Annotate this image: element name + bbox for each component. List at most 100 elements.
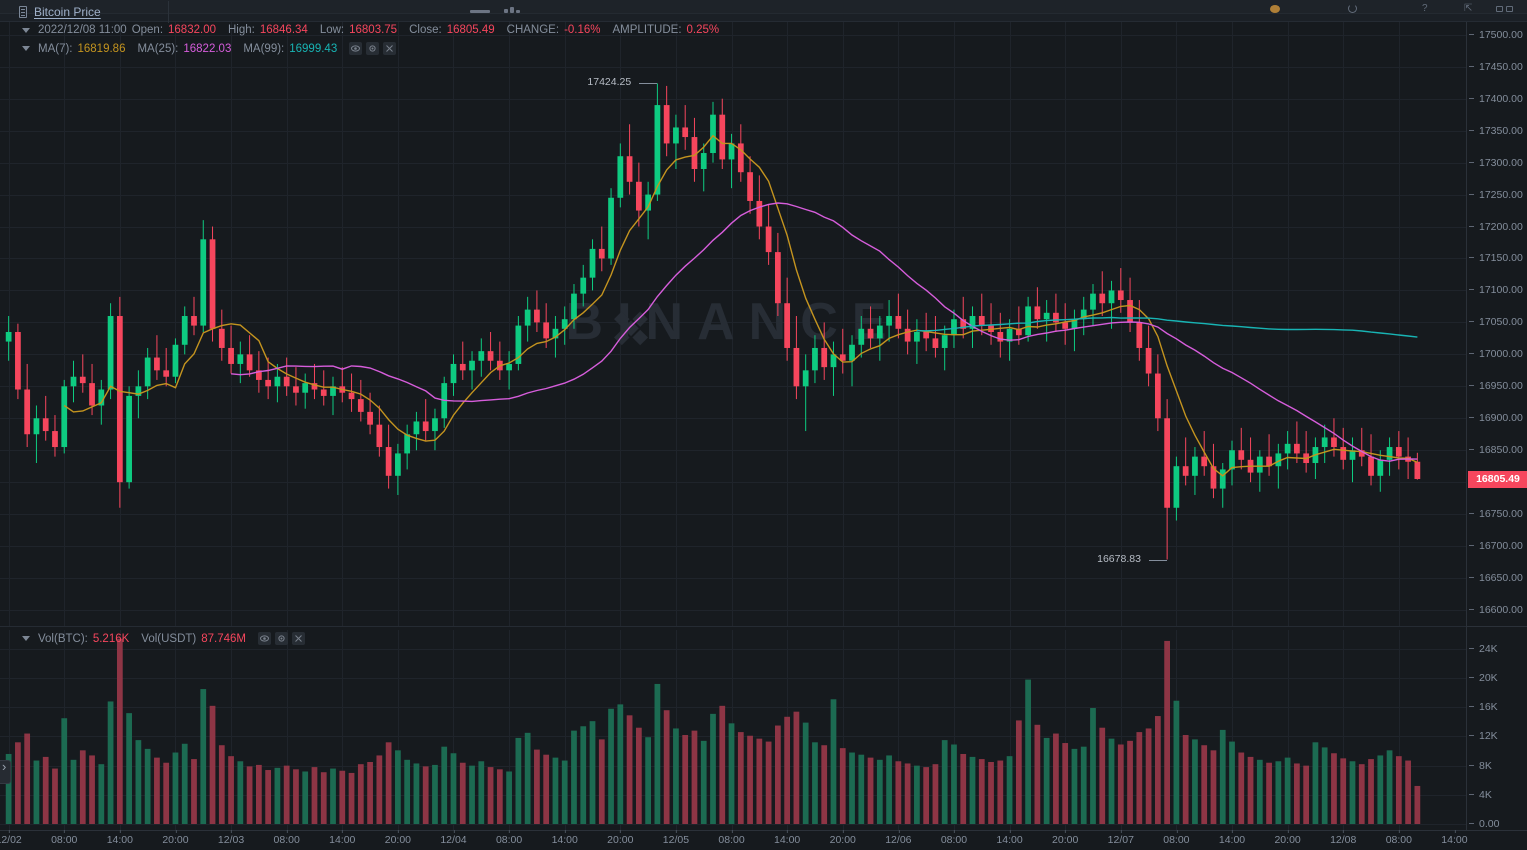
price-tick: 17450.00 [1467, 60, 1527, 74]
grid-line [1287, 22, 1289, 626]
grid-line [1343, 22, 1345, 626]
price-tick: 17050.00 [1467, 315, 1527, 329]
grid-line [342, 630, 344, 830]
grid-line [0, 354, 1466, 356]
time-tick: 20:00 [162, 830, 189, 846]
eye-icon[interactable] [258, 632, 272, 645]
grid-line [0, 194, 1466, 196]
low-label: Low: [319, 24, 345, 36]
grid-line [842, 630, 844, 830]
grid-line [0, 707, 1466, 709]
grid-line [286, 630, 288, 830]
pin-icon[interactable]: ⇱ [1464, 3, 1473, 14]
time-tick: 14:00 [1441, 830, 1468, 846]
volume-tick: 0.00 [1467, 817, 1527, 831]
grid-line [397, 22, 399, 626]
gear-icon[interactable] [366, 42, 380, 55]
close-icon[interactable] [383, 42, 397, 55]
time-tick: 08:00 [51, 830, 78, 846]
price-axis[interactable]: 17500.00 17450.00 17400.00 17350.00 17300.00… [1466, 22, 1527, 830]
price-tick: 16600.00 [1467, 603, 1527, 617]
grid-line [898, 630, 900, 830]
volume-chart-pane[interactable] [0, 630, 1466, 830]
help-icon[interactable]: ? [1422, 3, 1428, 14]
price-tick: 16750.00 [1467, 507, 1527, 521]
top-toolbar: ? ⇱ [0, 0, 1527, 14]
grid-line [0, 678, 1466, 680]
high-annotation: 17424.25 [587, 76, 632, 89]
grid-line [0, 98, 1466, 100]
time-axis[interactable]: 12/02 08:00 14:00 20:00 12/03 08:00 14:00 20:00… [0, 830, 1527, 850]
price-tick: 16650.00 [1467, 571, 1527, 585]
grid-line [1398, 630, 1400, 830]
price-chart-pane[interactable]: BINANCE [0, 22, 1466, 626]
time-tick: 14:00 [329, 830, 356, 846]
time-tick: 20:00 [829, 830, 856, 846]
axis-divider [1466, 626, 1527, 627]
grid-line [0, 824, 1466, 825]
grid-line [731, 22, 733, 626]
grid-line [1398, 22, 1400, 626]
time-tick: 14:00 [551, 830, 578, 846]
annotation-leader-line [1149, 559, 1168, 561]
grid-line [0, 450, 1466, 452]
collapse-caret-icon[interactable] [22, 46, 30, 51]
ma25-label: MA(25): [137, 42, 179, 55]
change-label: CHANGE: [506, 24, 560, 36]
time-tick: 12/06 [885, 830, 912, 846]
time-tick: 08:00 [1385, 830, 1412, 846]
price-tick: 17100.00 [1467, 283, 1527, 297]
grid-line [842, 22, 844, 626]
layout-icon[interactable] [504, 4, 520, 13]
time-tick: 08:00 [718, 830, 745, 846]
time-tick: 20:00 [384, 830, 412, 846]
minimize-icon[interactable] [470, 10, 490, 13]
grid-line [8, 630, 10, 830]
grid-line [0, 322, 1466, 324]
time-tick: 20:00 [607, 830, 634, 846]
tab-bitcoin-price[interactable]: Bitcoin Price [10, 2, 111, 22]
expand-panel-button[interactable] [0, 759, 11, 784]
grid-line [175, 630, 177, 830]
price-tick: 17400.00 [1467, 92, 1527, 106]
collapse-caret-icon[interactable] [22, 27, 30, 33]
price-tick: 16900.00 [1467, 411, 1527, 425]
tab-label: Bitcoin Price [34, 5, 101, 19]
time-tick: 14:00 [996, 830, 1023, 846]
close-icon[interactable] [292, 632, 306, 645]
volume-tick: 20K [1467, 671, 1527, 685]
volume-tick: 4K [1467, 788, 1527, 802]
current-price-marker[interactable]: 16805.49 [1468, 470, 1527, 488]
eye-icon[interactable] [349, 42, 363, 55]
time-tick: 14:00 [774, 830, 801, 846]
price-tick: 16700.00 [1467, 539, 1527, 553]
ma25-value: 16822.03 [183, 42, 232, 55]
grid-line [0, 66, 1466, 68]
volume-tick: 16K [1467, 700, 1527, 714]
high-value: 16846.34 [259, 24, 308, 36]
grid-line [0, 482, 1466, 484]
time-tick: 12/07 [1107, 830, 1134, 846]
grid-line [1065, 630, 1067, 830]
grid-line [0, 290, 1466, 292]
grid-line [509, 22, 511, 626]
price-tick: 17200.00 [1467, 220, 1527, 234]
gear-icon[interactable] [275, 632, 289, 645]
bitcoin-icon[interactable] [1270, 5, 1280, 13]
price-tick: 16950.00 [1467, 379, 1527, 393]
refresh-icon[interactable] [1348, 4, 1357, 13]
ma-legend: MA(7): 16819.86 MA(25): 16822.03 MA(99):… [22, 42, 397, 55]
grid-line [397, 630, 399, 830]
price-tick: 17500.00 [1467, 28, 1527, 42]
vol-btc-value: 5.216K [92, 632, 130, 645]
grid-line [1120, 630, 1122, 830]
grid-line [453, 22, 455, 626]
time-tick: 08:00 [1163, 830, 1190, 846]
collapse-caret-icon[interactable] [22, 636, 30, 641]
window-controls-icon[interactable] [1496, 4, 1514, 13]
vol-usdt-label: Vol(USDT) [141, 632, 197, 645]
low-value: 16803.75 [349, 24, 398, 36]
vol-btc-label: Vol(BTC): [38, 632, 88, 645]
price-tick: 17350.00 [1467, 124, 1527, 138]
time-tick: 20:00 [1274, 830, 1301, 846]
